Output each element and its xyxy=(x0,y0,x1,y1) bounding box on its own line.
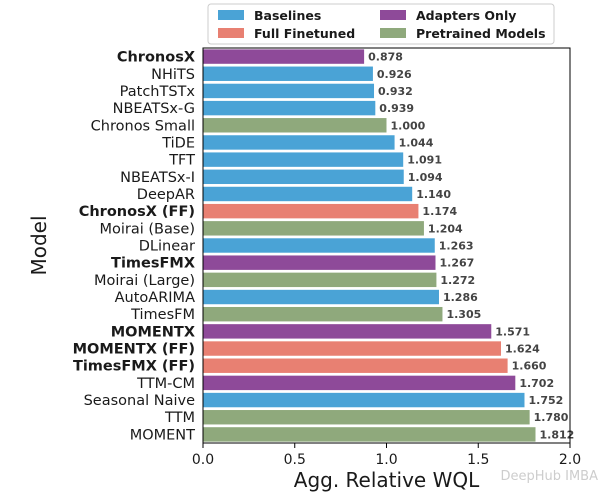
bar-seasonal-naive xyxy=(203,392,525,408)
bar-timesfmx-ff xyxy=(203,358,508,373)
bar-chronosx-ff xyxy=(203,203,419,219)
bar-chronosx xyxy=(203,49,365,64)
value-label: 0.932 xyxy=(378,85,413,98)
y-tick-label: Chronos Small xyxy=(91,118,195,134)
bar-moirai-base xyxy=(203,221,424,236)
value-label: 1.000 xyxy=(391,119,426,132)
legend-swatch-pretrained-models xyxy=(380,28,406,38)
x-tick-label: 1.5 xyxy=(467,452,489,468)
y-tick-label: Moirai (Base) xyxy=(99,221,195,237)
x-tick-label: 0.5 xyxy=(284,452,306,468)
y-tick-label: DLinear xyxy=(139,239,195,255)
x-tick-label: 1.0 xyxy=(375,452,397,468)
y-tick-label: PatchTSTx xyxy=(120,84,196,100)
y-tick-label: Moirai (Large) xyxy=(94,273,195,289)
bar-ttm xyxy=(203,410,530,425)
bar-nbeatsx-g xyxy=(203,100,376,116)
y-tick-label: AutoARIMA xyxy=(115,290,195,306)
legend-swatch-full-finetuned xyxy=(218,28,244,38)
x-tick-label: 0.0 xyxy=(192,452,214,468)
y-tick-label: NHiTS xyxy=(151,67,195,83)
x-axis-ticks: 0.0 0.5 1.0 1.5 2.0 xyxy=(192,443,581,468)
value-label: 1.094 xyxy=(408,171,443,184)
bar-group xyxy=(203,49,536,442)
value-label: 1.780 xyxy=(534,411,569,424)
value-label: 1.702 xyxy=(519,377,554,390)
bar-moirai-large xyxy=(203,272,437,288)
value-label: 1.571 xyxy=(495,325,530,338)
bar-momentx xyxy=(203,324,492,339)
x-axis-label: Agg. Relative WQL xyxy=(294,468,480,492)
legend-label: Adapters Only xyxy=(416,8,516,23)
x-tick-label: 2.0 xyxy=(559,452,581,468)
y-axis-label: Model xyxy=(27,215,51,275)
y-tick-label: TimesFM xyxy=(130,307,195,323)
y-tick-label: Seasonal Naive xyxy=(84,393,195,409)
value-label: 1.044 xyxy=(399,136,434,149)
value-label: 1.140 xyxy=(416,188,451,201)
bar-nbeatsx-i xyxy=(203,169,404,185)
bar-tft xyxy=(203,152,404,167)
value-label: 1.174 xyxy=(422,205,457,218)
y-tick-label: TimesFMX xyxy=(111,256,195,272)
bar-dlinear xyxy=(203,238,435,253)
bar-nhits xyxy=(203,66,373,81)
value-label: 1.624 xyxy=(505,343,540,356)
bar-autoarima xyxy=(203,289,439,305)
y-tick-label: MOMENTX (FF) xyxy=(73,342,195,358)
bar-moment xyxy=(203,427,536,442)
value-label: 0.878 xyxy=(368,51,403,64)
bar-patchtstx xyxy=(203,83,375,99)
value-label: 1.267 xyxy=(439,257,474,270)
bar-chronos-small xyxy=(203,118,387,133)
y-tick-label: NBEATSx-I xyxy=(120,170,195,186)
value-label: 1.091 xyxy=(407,154,442,167)
y-tick-label: NBEATSx-G xyxy=(113,101,195,117)
value-label: 1.263 xyxy=(439,240,474,253)
y-tick-label: TimesFMX (FF) xyxy=(73,359,195,375)
value-label: 0.926 xyxy=(377,68,412,81)
y-tick-label: MOMENTX xyxy=(111,324,195,340)
legend-swatch-baselines xyxy=(218,10,244,20)
value-label: 0.939 xyxy=(379,102,414,115)
value-label: 1.660 xyxy=(512,360,547,373)
bar-timesfmx xyxy=(203,255,436,270)
legend-swatch-adapters-only xyxy=(380,10,406,20)
y-tick-label: TTM-CM xyxy=(136,376,195,392)
legend-label: Baselines xyxy=(254,8,321,23)
bar-ttm-cm xyxy=(203,375,516,391)
bar-momentx-ff xyxy=(203,341,502,356)
chart-legend: Baselines Full Finetuned Adapters Only Pret… xyxy=(207,3,555,45)
value-label: 1.204 xyxy=(428,222,463,235)
y-tick-label: ChronosX (FF) xyxy=(79,204,195,220)
y-tick-label: TTM xyxy=(164,410,195,426)
value-label: 1.752 xyxy=(528,394,563,407)
y-tick-label: TiDE xyxy=(161,135,195,151)
value-label: 1.305 xyxy=(446,308,481,321)
y-tick-label: DeepAR xyxy=(137,187,195,203)
value-label: 1.272 xyxy=(440,274,475,287)
value-label: 1.812 xyxy=(540,428,575,441)
legend-label: Full Finetuned xyxy=(254,26,355,41)
legend-label: Pretrained Models xyxy=(416,26,546,41)
bar-timesfm xyxy=(203,306,443,322)
plot-frame xyxy=(202,47,571,444)
bar-tide xyxy=(203,135,395,150)
bar-deepar xyxy=(203,186,413,202)
watermark-text: DeepHub IMBA xyxy=(500,469,598,484)
y-tick-label: TFT xyxy=(168,153,195,169)
value-label: 1.286 xyxy=(443,291,478,304)
value-labels: 0.878 0.926 0.932 0.939 1.000 1.044 1.091 1.094… xyxy=(368,51,574,442)
y-tick-label: MOMENT xyxy=(130,427,195,443)
legend-box xyxy=(207,3,555,45)
y-tick-label: ChronosX xyxy=(117,50,195,66)
